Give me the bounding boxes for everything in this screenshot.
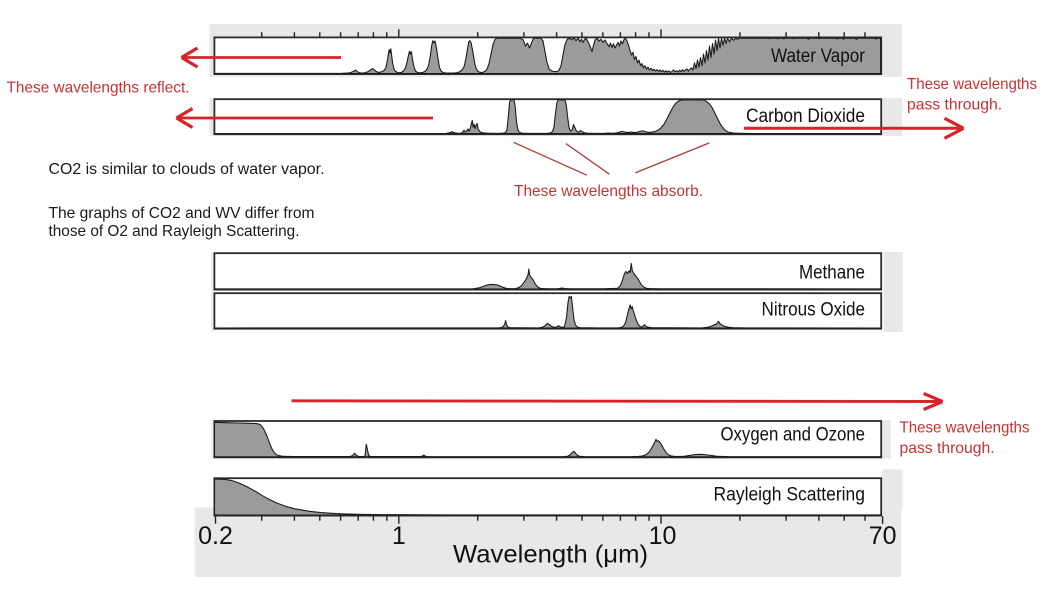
svg-text:70: 70 — [869, 522, 897, 550]
svg-text:These wavelengths absorb.: These wavelengths absorb. — [514, 183, 703, 200]
svg-text:0.2: 0.2 — [198, 522, 233, 550]
svg-text:1: 1 — [392, 522, 406, 550]
svg-text:These wavelengths: These wavelengths — [907, 76, 1037, 93]
svg-text:Wavelength (μm): Wavelength (μm) — [453, 541, 648, 569]
svg-text:These wavelengths reflect.: These wavelengths reflect. — [7, 79, 190, 96]
svg-text:Carbon Dioxide: Carbon Dioxide — [746, 106, 865, 127]
svg-text:Oxygen and Ozone: Oxygen and Ozone — [721, 424, 866, 445]
svg-text:The graphs of CO2 and WV diffe: The graphs of CO2 and WV differ from — [49, 205, 315, 222]
svg-text:These wavelengths: These wavelengths — [900, 420, 1030, 437]
svg-text:pass through.: pass through. — [907, 96, 1002, 113]
svg-text:pass through.: pass through. — [900, 440, 995, 457]
svg-text:Nitrous Oxide: Nitrous Oxide — [762, 299, 866, 320]
svg-text:those of O2 and Rayleigh Scatt: those of O2 and Rayleigh Scattering. — [49, 223, 300, 240]
svg-text:CO2 is similar to clouds of wa: CO2 is similar to clouds of water vapor. — [49, 161, 325, 178]
svg-text:10: 10 — [649, 522, 677, 550]
svg-text:Methane: Methane — [799, 263, 865, 284]
svg-text:Water Vapor: Water Vapor — [771, 46, 866, 67]
svg-text:Rayleigh Scattering: Rayleigh Scattering — [714, 484, 866, 505]
